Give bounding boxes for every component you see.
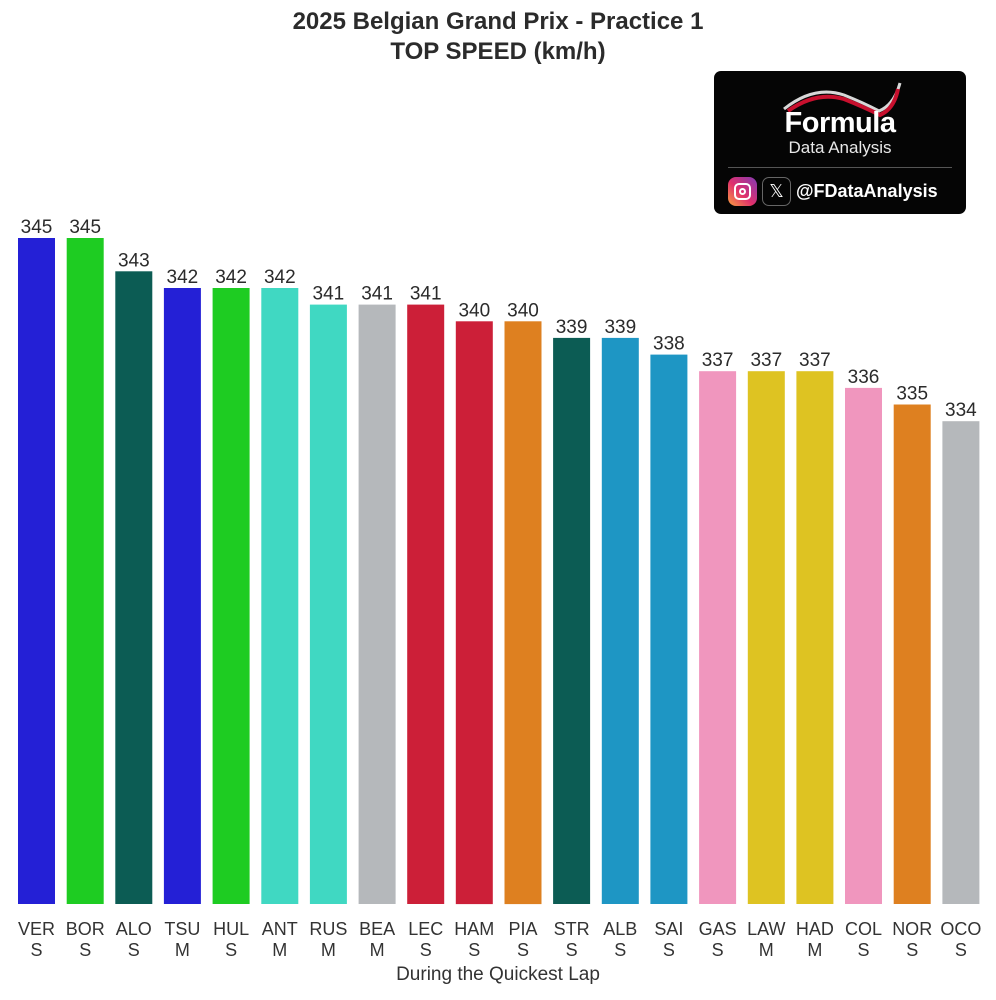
value-label-had: 337 [799, 350, 831, 371]
tick-label-alb: ALB [603, 919, 637, 939]
tick-label-rus: RUS [309, 919, 347, 939]
logo-sub-text: Data Analysis [788, 138, 892, 157]
bar-bor [66, 238, 104, 904]
tick-label-pia: PIA [508, 919, 537, 939]
value-label-tsu: 342 [167, 267, 199, 288]
value-label-bea: 341 [361, 284, 393, 305]
brand-logo: Formula Data Analysis 𝕏 @FDataAnalysis [714, 71, 966, 214]
tyre-label-rus: M [321, 940, 336, 960]
logo-brand-text: Formula [784, 107, 896, 139]
tyre-label-col: S [857, 940, 869, 960]
bar-nor [893, 404, 931, 904]
value-label-rus: 341 [313, 284, 345, 305]
value-label-gas: 337 [702, 350, 734, 371]
value-label-law: 337 [750, 350, 782, 371]
tick-label-law: LAW [747, 919, 785, 939]
tyre-label-bea: M [370, 940, 385, 960]
value-label-hul: 342 [215, 267, 247, 288]
tick-label-alo: ALO [116, 919, 152, 939]
tick-label-lec: LEC [408, 919, 443, 939]
value-label-sai: 338 [653, 334, 685, 355]
bar-oco [942, 421, 980, 904]
tick-label-str: STR [554, 919, 590, 939]
bar-tsu [163, 288, 201, 904]
tick-label-gas: GAS [699, 919, 737, 939]
tyre-label-pia: S [517, 940, 529, 960]
tick-label-ham: HAM [454, 919, 494, 939]
bar-ver [18, 238, 55, 904]
bar-alb [601, 337, 639, 904]
tick-label-hul: HUL [213, 919, 249, 939]
value-label-ham: 340 [458, 300, 490, 321]
bar-lec [407, 304, 445, 905]
tyre-label-sai: S [663, 940, 675, 960]
bar-had [796, 371, 834, 904]
chart-subtitle: TOP SPEED (km/h) [390, 38, 606, 65]
bar-law [747, 371, 785, 904]
tyre-label-lec: S [420, 940, 432, 960]
tyre-label-tsu: M [175, 940, 190, 960]
logo-divider [728, 167, 952, 168]
bar-pia [504, 321, 542, 905]
tyre-label-oco: S [955, 940, 967, 960]
tyre-label-gas: S [712, 940, 724, 960]
bar-bea [358, 304, 396, 905]
tyre-label-ver: S [30, 940, 42, 960]
tick-label-ver: VER [18, 919, 55, 939]
bar-rus [309, 304, 347, 905]
tyre-label-alb: S [614, 940, 626, 960]
tyre-label-bor: S [79, 940, 91, 960]
tick-label-sai: SAI [654, 919, 683, 939]
tyre-label-ant: M [272, 940, 287, 960]
bar-str [553, 337, 591, 904]
bar-ham [455, 321, 493, 905]
value-label-lec: 341 [410, 284, 442, 305]
tick-label-tsu: TSU [164, 919, 200, 939]
tyre-label-str: S [566, 940, 578, 960]
value-label-oco: 334 [945, 400, 977, 421]
tyre-label-nor: S [906, 940, 918, 960]
instagram-icon[interactable] [728, 177, 757, 206]
value-label-alb: 339 [604, 317, 636, 338]
value-label-col: 336 [848, 367, 880, 388]
bar-gas [699, 371, 737, 904]
x-social-icon[interactable]: 𝕏 [762, 177, 791, 206]
logo-swoosh-icon [783, 82, 902, 118]
chart-title: 2025 Belgian Grand Prix - Practice 1 [292, 8, 704, 35]
value-label-str: 339 [556, 317, 588, 338]
tyre-label-had: M [807, 940, 822, 960]
tick-label-bor: BOR [66, 919, 105, 939]
x-axis-label: During the Quickest Lap [396, 964, 600, 985]
tyre-label-ham: S [468, 940, 480, 960]
tyre-label-hul: S [225, 940, 237, 960]
value-label-pia: 340 [507, 300, 539, 321]
value-label-ant: 342 [264, 267, 296, 288]
tyre-label-law: M [759, 940, 774, 960]
social-handle[interactable]: @FDataAnalysis [796, 181, 938, 201]
value-label-bor: 345 [69, 217, 101, 238]
bar-alo [115, 271, 153, 904]
tick-label-col: COL [845, 919, 882, 939]
tick-label-nor: NOR [892, 919, 932, 939]
tick-label-bea: BEA [359, 919, 395, 939]
tick-label-oco: OCO [940, 919, 981, 939]
tyre-label-alo: S [128, 940, 140, 960]
bar-hul [212, 288, 250, 904]
tick-label-ant: ANT [262, 919, 298, 939]
bar-col [845, 387, 882, 904]
bar-sai [650, 354, 688, 905]
tick-label-had: HAD [796, 919, 834, 939]
value-label-nor: 335 [896, 384, 928, 405]
value-label-ver: 345 [21, 217, 53, 238]
value-label-alo: 343 [118, 250, 150, 271]
bar-ant [261, 288, 299, 904]
